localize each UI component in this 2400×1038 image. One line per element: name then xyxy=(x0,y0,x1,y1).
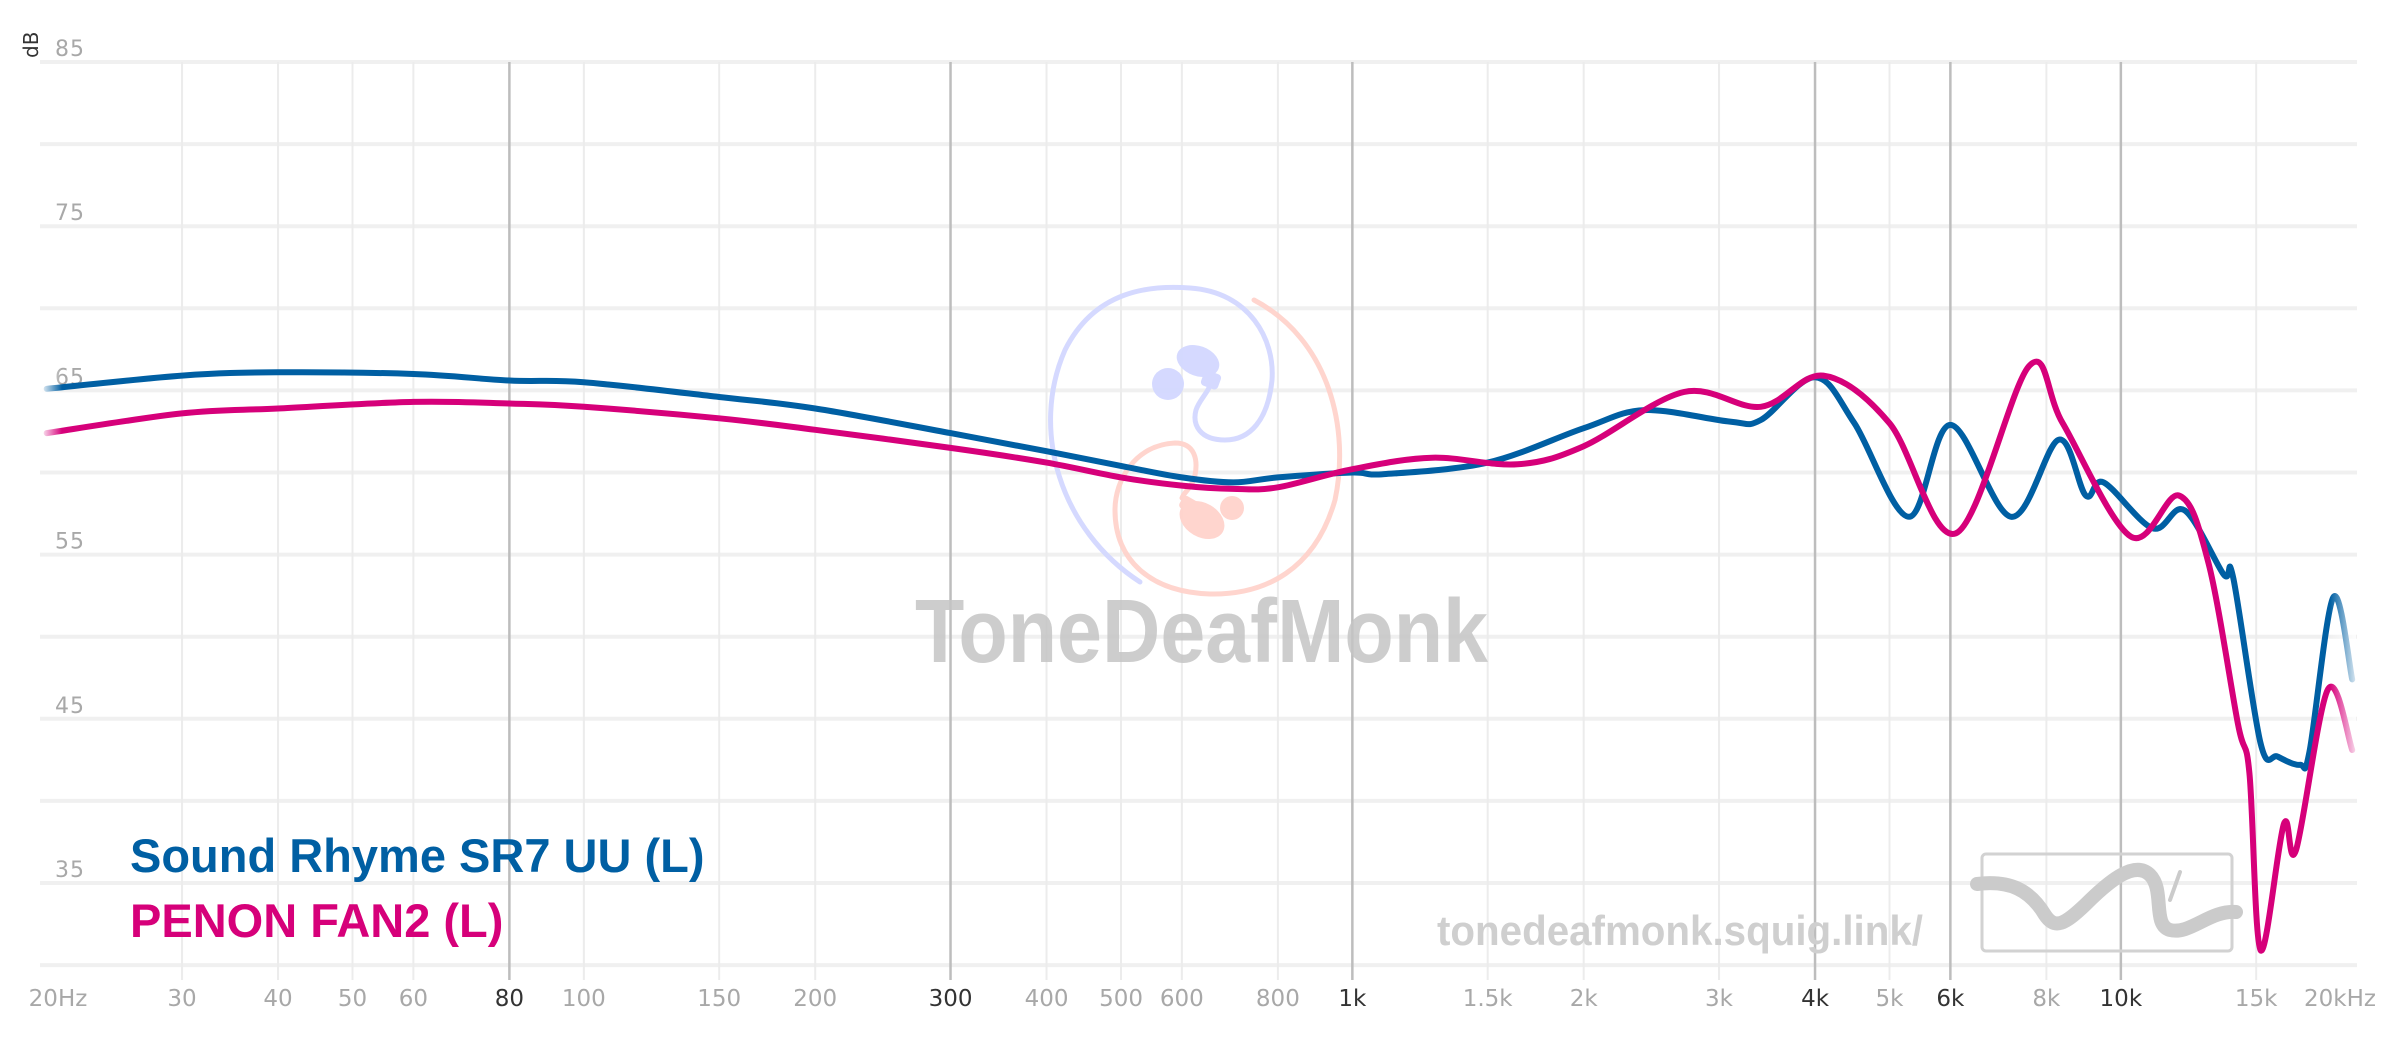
curve-penon-fan2[interactable] xyxy=(43,358,2356,954)
x-tick-label: 150 xyxy=(697,986,741,1012)
monk-logo-watermark xyxy=(1048,284,1343,597)
logo-pink-earbud-icon xyxy=(1179,495,1244,539)
y-tick-label: 85 xyxy=(55,37,85,62)
logo-blue-earbud-icon xyxy=(1152,345,1222,400)
left-edge-fade xyxy=(40,340,62,460)
squiglink-logo-icon xyxy=(1970,852,2243,953)
x-tick-label: 6k xyxy=(1936,986,1965,1012)
x-tick-label: 800 xyxy=(1256,986,1300,1012)
x-tick-label: 300 xyxy=(929,986,973,1012)
x-tick-label: 100 xyxy=(562,986,606,1012)
y-tick-label: 45 xyxy=(55,694,85,719)
x-tick-label: 3k xyxy=(1705,986,1734,1012)
x-tick-label: 15k xyxy=(2235,986,2278,1012)
right-edge-fade xyxy=(2330,560,2356,780)
legend: Sound Rhyme SR7 UU (L) PENON FAN2 (L) xyxy=(130,829,704,947)
y-axis-unit-label: dB xyxy=(19,32,43,58)
url-watermark: tonedeafmonk.squig.link/ xyxy=(1437,907,1923,954)
x-tick-label: 30 xyxy=(167,986,196,1012)
x-tick-label: 8k xyxy=(2032,986,2061,1012)
curve-sound-rhyme-sr7-uu[interactable] xyxy=(43,369,2356,772)
x-tick-label: 600 xyxy=(1160,986,1204,1012)
x-tick-label: 40 xyxy=(263,986,292,1012)
x-tick-label: 4k xyxy=(1801,986,1830,1012)
brand-watermark: ToneDeafMonk xyxy=(915,582,1489,682)
x-tick-label: 400 xyxy=(1025,986,1069,1012)
x-tick-label: 1k xyxy=(1338,986,1367,1012)
y-tick-label: 55 xyxy=(55,530,85,555)
legend-item-penon-fan2[interactable]: PENON FAN2 (L) xyxy=(130,894,503,947)
logo-blue-arc xyxy=(1048,284,1275,585)
legend-item-sound-rhyme[interactable]: Sound Rhyme SR7 UU (L) xyxy=(130,829,704,882)
y-tick-label: 35 xyxy=(55,858,85,883)
x-tick-label: 80 xyxy=(495,986,524,1012)
x-axis-ticks: 20Hz 30 40 50 60 80 100 150 200 300 400 500 600 800 1k… xyxy=(29,986,2376,1012)
vertical-gridlines xyxy=(181,62,2258,980)
x-tick-label: 60 xyxy=(399,986,428,1012)
logo-pink-arc xyxy=(1112,297,1343,597)
x-tick-label: 20kHz xyxy=(2304,986,2376,1012)
x-tick-label: 1.5k xyxy=(1463,986,1514,1012)
x-tick-label: 20Hz xyxy=(29,986,88,1012)
x-tick-label: 5k xyxy=(1876,986,1905,1012)
horizontal-gridlines xyxy=(40,60,2357,968)
x-tick-label: 50 xyxy=(338,986,367,1012)
x-tick-label: 10k xyxy=(2100,986,2143,1012)
x-tick-label: 500 xyxy=(1099,986,1143,1012)
x-tick-label: 2k xyxy=(1570,986,1599,1012)
y-tick-label: 75 xyxy=(55,201,85,226)
x-tick-label: 200 xyxy=(793,986,837,1012)
